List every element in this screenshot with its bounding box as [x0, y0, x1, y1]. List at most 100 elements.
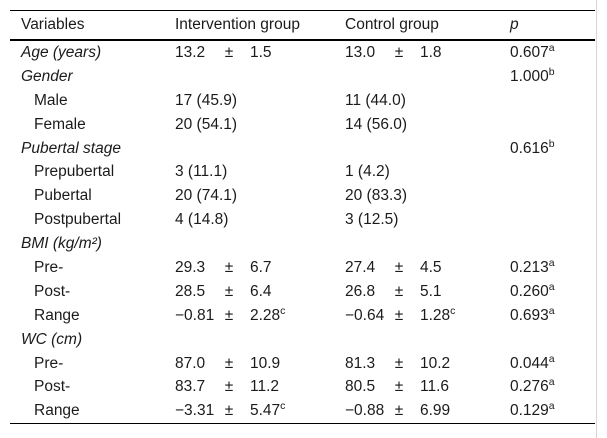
- mean-value: 81.3: [345, 354, 376, 372]
- count-value: 14 (56.0): [345, 115, 408, 133]
- table-row-wc-post: Post- 83.7 ± 11.2 80.5 ± 11.6 0.276a: [10, 375, 595, 399]
- cell-variable: Range: [10, 307, 175, 325]
- sd-number: 11.2: [250, 378, 280, 396]
- sd-value: 11.2: [250, 378, 279, 396]
- mean-value: 80.5: [345, 378, 376, 396]
- cell-variable: Pubertal stage: [10, 140, 175, 158]
- table-header-row: Variables Intervention group Control gro…: [10, 11, 595, 41]
- mean-value: −0.81: [175, 306, 215, 324]
- footnote-marker: b: [548, 65, 555, 78]
- plus-minus-sign: ±: [224, 354, 234, 372]
- sd-value: 5.1: [420, 283, 442, 301]
- count-value: 20 (74.1): [175, 187, 238, 205]
- table-row-age: Age (years) 13.2 ± 1.5 13.0 ± 1.8 0.607a: [10, 41, 595, 65]
- table-row-postpubertal: Postpubertal 4 (14.8) 3 (12.5): [10, 208, 595, 232]
- cell-variable: Post-: [10, 378, 175, 396]
- cell-intervention: 83.7 ± 11.2: [175, 378, 345, 396]
- cell-p: 0.129a: [510, 400, 595, 420]
- row-label: WC (cm): [21, 330, 83, 348]
- mean-value: −3.31: [175, 402, 215, 420]
- p-value: 0.260: [510, 282, 549, 300]
- row-label: Post-: [34, 378, 71, 396]
- cell-p: 0.260a: [510, 281, 595, 301]
- count-value: 3 (12.5): [345, 211, 399, 229]
- sd-value: 6.99: [420, 402, 450, 420]
- row-label: Postpubertal: [34, 211, 122, 229]
- mean-value: 26.8: [345, 282, 376, 300]
- count-value: 20 (83.3): [345, 187, 408, 205]
- p-value: 0.607: [510, 43, 549, 61]
- plus-minus-sign: ±: [394, 402, 404, 420]
- row-label: Pubertal: [34, 187, 92, 205]
- table-row-bmi-post: Post- 28.5 ± 6.4 26.8 ± 5.1 0.260a: [10, 280, 595, 304]
- sd-number: 10.9: [250, 354, 281, 372]
- row-label: Range: [34, 402, 80, 420]
- cell-control: 27.4 ± 4.5: [345, 259, 510, 277]
- cell-intervention: 87.0 ± 10.9: [175, 355, 345, 373]
- mean-value: 29.3: [175, 258, 206, 276]
- cell-control: 11 (44.0): [345, 92, 510, 110]
- footnote-marker: a: [548, 400, 555, 413]
- p-value: 0.044: [510, 354, 549, 372]
- cell-p: 0.276a: [510, 376, 595, 396]
- p-value: 0.129: [510, 402, 549, 420]
- cell-variable: Male: [10, 92, 175, 110]
- plus-minus-sign: ±: [224, 378, 234, 396]
- mean-value: 28.5: [175, 282, 206, 300]
- sd-number: 6.99: [420, 402, 451, 420]
- col-header-variables: Variables: [10, 16, 175, 34]
- count-value: 20 (54.1): [175, 115, 238, 133]
- row-label: Gender: [21, 67, 73, 85]
- cell-intervention: 17 (45.9): [175, 92, 345, 110]
- row-label: Female: [34, 115, 86, 133]
- plus-minus-sign: ±: [394, 378, 404, 396]
- mean-value: 13.0: [345, 43, 376, 61]
- sd-number: 1.5: [250, 43, 272, 61]
- cell-intervention: 4 (14.8): [175, 211, 345, 229]
- table-row-bmi-range: Range −0.81 ± 2.28c −0.64 ± 1.28c 0.693a: [10, 304, 595, 328]
- cell-intervention: 13.2 ± 1.5: [175, 44, 345, 62]
- plus-minus-sign: ±: [224, 258, 234, 276]
- footnote-marker: c: [280, 400, 286, 413]
- cell-variable: Postpubertal: [10, 211, 175, 229]
- footnote-marker: a: [548, 376, 555, 389]
- cell-variable: Range: [10, 402, 175, 420]
- table-row-pubertal-stage: Pubertal stage 0.616b: [10, 137, 595, 161]
- col-header-label: Control group: [345, 16, 439, 33]
- table-row-gender: Gender 1.000b: [10, 65, 595, 89]
- sd-number: 1.8: [420, 43, 442, 61]
- p-value: 1.000: [510, 67, 549, 85]
- cell-variable: Pubertal: [10, 187, 175, 205]
- col-header-control: Control group: [345, 16, 510, 34]
- sd-value: 6.7: [250, 259, 272, 277]
- p-value: 0.693: [510, 306, 549, 324]
- sd-number: 5.47: [250, 402, 281, 420]
- table-row-bmi-pre: Pre- 29.3 ± 6.7 27.4 ± 4.5 0.213a: [10, 256, 595, 280]
- sd-number: 1.28: [420, 306, 451, 324]
- cell-control: 14 (56.0): [345, 116, 510, 134]
- cell-control: −0.64 ± 1.28c: [345, 304, 510, 325]
- cell-variable: Prepubertal: [10, 163, 175, 181]
- cell-variable: Pre-: [10, 259, 175, 277]
- table-row-bmi: BMI (kg/m²): [10, 232, 595, 256]
- footnote-marker: b: [548, 137, 555, 150]
- footnote-marker: c: [450, 304, 456, 317]
- cell-variable: BMI (kg/m²): [10, 235, 175, 253]
- count-value: 4 (14.8): [175, 211, 229, 229]
- plus-minus-sign: ±: [224, 402, 234, 420]
- sd-value: 2.28c: [250, 305, 285, 325]
- table-row-female: Female 20 (54.1) 14 (56.0): [10, 113, 595, 137]
- cell-p: 0.693a: [510, 305, 595, 325]
- p-value: 0.616: [510, 139, 549, 157]
- cell-intervention: 20 (54.1): [175, 116, 345, 134]
- cell-control: 20 (83.3): [345, 187, 510, 205]
- table-row-prepubertal: Prepubertal 3 (11.1) 1 (4.2): [10, 160, 595, 184]
- sd-number: 2.28: [250, 306, 281, 324]
- row-label: Male: [34, 91, 68, 109]
- sd-value: 4.5: [420, 259, 442, 277]
- mean-value: 13.2: [175, 43, 206, 61]
- cell-variable: Gender: [10, 68, 175, 86]
- cell-control: 1 (4.2): [345, 163, 510, 181]
- cell-p: 0.607a: [510, 43, 595, 62]
